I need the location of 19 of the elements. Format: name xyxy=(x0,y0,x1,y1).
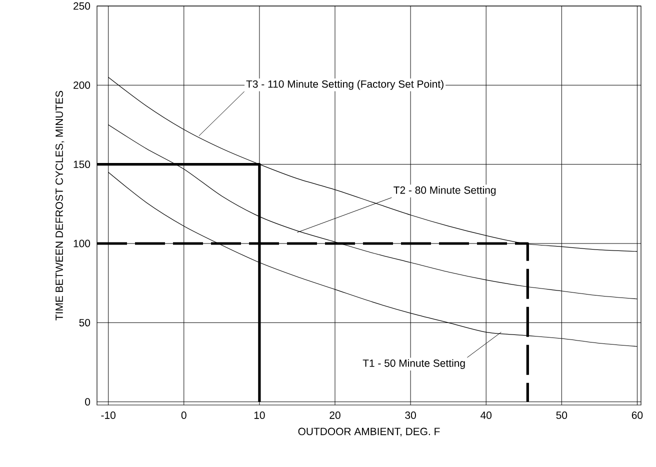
y-tick-label: 100 xyxy=(74,240,90,248)
x-tick-label: 50 xyxy=(556,412,568,419)
y-tick-label: 200 xyxy=(74,81,90,89)
x-tick-label: 30 xyxy=(405,412,416,419)
annotation: T2 - 80 Minute Setting xyxy=(394,186,496,196)
y-tick-label: 0 xyxy=(85,398,90,406)
x-tick-label: 10 xyxy=(254,412,265,419)
y-axis-title: TIME BETWEEN DEFROST CYCLES, MINUTES xyxy=(56,90,64,320)
x-tick-label: 40 xyxy=(480,412,492,419)
x-tick-label: 0 xyxy=(181,412,186,419)
x-tick-label: 20 xyxy=(330,412,340,419)
x-axis-title: OUTDOOR AMBIENT, DEG. F xyxy=(298,428,440,436)
y-tick-label: 250 xyxy=(74,2,90,10)
annotation: T3 - 110 Minute Setting (Factory Set Point) xyxy=(246,80,444,90)
x-tick-label: 60 xyxy=(632,412,643,419)
y-tick-label: 50 xyxy=(79,318,90,326)
annotation: T1 - 50 Minute Setting xyxy=(362,359,465,369)
x-tick-label: -10 xyxy=(101,412,116,419)
y-tick-label: 150 xyxy=(74,160,90,168)
